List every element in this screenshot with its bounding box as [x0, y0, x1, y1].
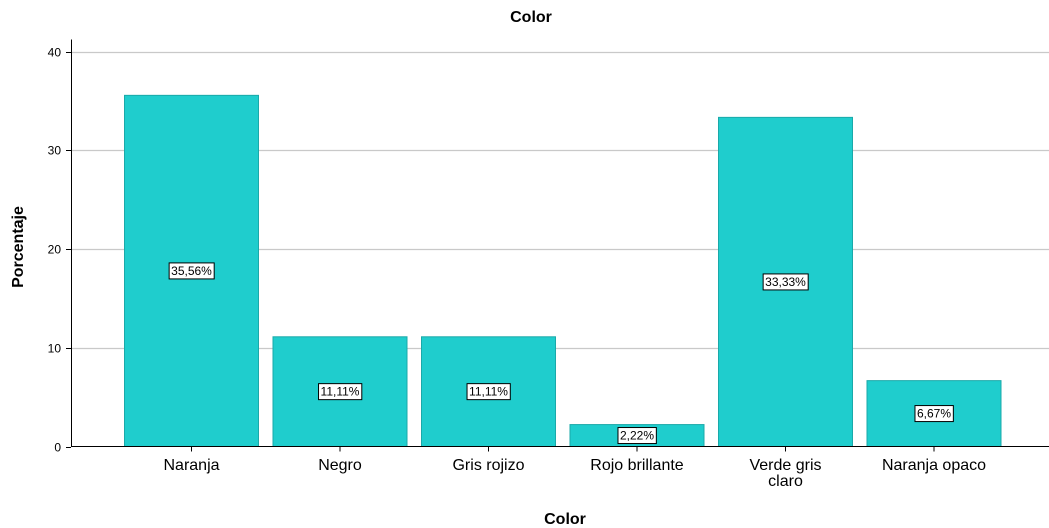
y-tick-label: 10 [48, 342, 62, 356]
x-axis-title: Color [544, 511, 586, 528]
data-label-box [318, 383, 363, 401]
y-axis-ticks: 0 10 20 30 40 [48, 46, 71, 455]
data-label-text: 11,11% [469, 385, 508, 399]
y-tick-label: 40 [48, 46, 62, 60]
bars [124, 94, 1002, 448]
x-category-label: Negro [318, 457, 362, 474]
data-label-box [914, 405, 954, 423]
data-label: 35,56% [168, 262, 215, 280]
x-category-label: Naranja [163, 457, 219, 474]
x-category-label: Gris rojizo [452, 457, 524, 474]
x-category-label: Rojo brillante [590, 457, 683, 474]
data-label-text: 33,33% [765, 275, 806, 289]
x-axis-categories: Naranja Negro Gris rojizo Rojo brillante Ver… [163, 446, 986, 490]
data-label-box [762, 273, 809, 291]
data-label: 11,11% [466, 383, 511, 401]
data-labels: 35,56% 11,11% 11,11% 2,22% 33,33% 6,67% [168, 262, 954, 445]
data-label-text: 35,56% [171, 264, 212, 278]
chart-title: Color [510, 9, 552, 26]
y-axis-title: Porcentaje [10, 206, 27, 288]
data-label-box [168, 262, 215, 280]
data-label: 6,67% [914, 405, 954, 423]
data-label: 11,11% [318, 383, 363, 401]
data-label-text: 6,67% [917, 407, 951, 421]
x-category-label: Verde gris claro [749, 457, 821, 490]
data-label-text: 2,22% [620, 429, 654, 443]
y-tick-label: 0 [54, 441, 61, 455]
data-label-box [617, 427, 657, 445]
y-tick-label: 20 [48, 243, 62, 257]
data-label-text: 11,11% [321, 385, 360, 399]
data-label: 2,22% [617, 427, 657, 445]
data-label-box [466, 383, 511, 401]
data-label: 33,33% [762, 273, 809, 291]
x-category-label: Naranja opaco [882, 457, 986, 474]
y-tick-label: 30 [48, 144, 62, 158]
